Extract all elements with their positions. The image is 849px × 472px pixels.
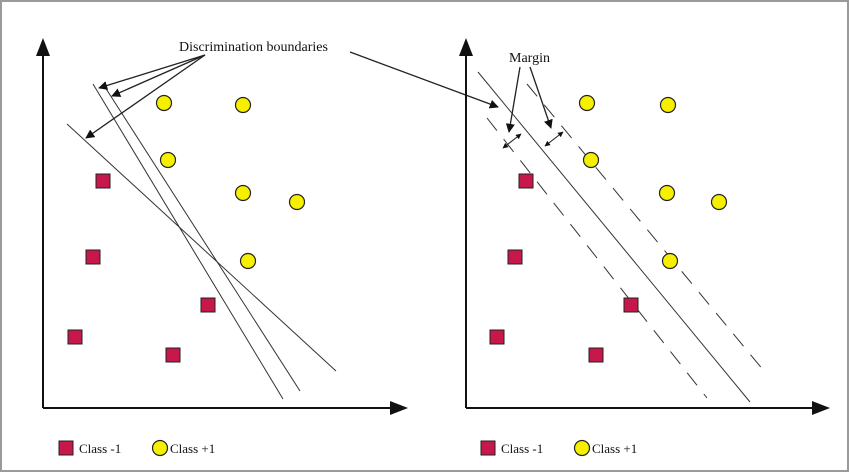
point-class-pos: [661, 252, 679, 270]
point-class-pos: [155, 94, 173, 112]
point-class-pos: [578, 94, 596, 112]
boundary-line-1: [92, 83, 284, 400]
point-class-pos: [582, 151, 600, 169]
point-class-neg: [95, 173, 111, 189]
discrimination-boundaries-label: Discrimination boundaries: [179, 40, 328, 55]
point-class-neg: [507, 249, 523, 265]
margin-gap-arrow-upper: [544, 131, 564, 147]
point-class-neg: [67, 329, 83, 345]
point-class-pos: [234, 96, 252, 114]
point-class-pos: [288, 193, 306, 211]
left-panel: Class -1 Class +1: [36, 38, 408, 457]
legend-neg-swatch: [58, 440, 74, 456]
margin-arrow-2: [529, 66, 553, 129]
legend-pos-label: Class +1: [170, 441, 215, 456]
boundary-line-3: [66, 123, 337, 372]
point-class-pos: [659, 96, 677, 114]
legend-pos-swatch: [151, 439, 169, 457]
margin-line-upper: [526, 83, 765, 372]
point-class-neg: [165, 347, 181, 363]
boundary-line-2: [102, 83, 301, 392]
point-class-neg: [518, 173, 534, 189]
annotation-arrow-1: [98, 54, 206, 90]
right-x-axis-arrowhead: [812, 401, 830, 415]
margin-label: Margin: [509, 51, 550, 66]
margin-gap-arrow-lower: [502, 133, 522, 149]
left-y-axis-arrowhead: [36, 38, 50, 56]
left-x-axis-arrowhead: [390, 401, 408, 415]
annotation-arrow-2: [111, 54, 206, 97]
point-class-neg: [623, 297, 639, 313]
point-class-neg: [489, 329, 505, 345]
right-panel: Margin Class -1 Class +1: [459, 38, 830, 457]
optimal-boundary: [477, 71, 751, 403]
legend-pos-label: Class +1: [592, 441, 637, 456]
point-class-neg: [588, 347, 604, 363]
right-y-axis-arrowhead: [459, 38, 473, 56]
margin-arrow-1: [505, 66, 521, 133]
legend-neg-swatch: [480, 440, 496, 456]
point-class-neg: [200, 297, 216, 313]
point-class-pos: [710, 193, 728, 211]
point-class-pos: [234, 184, 252, 202]
point-class-neg: [85, 249, 101, 265]
legend-neg-label: Class -1: [79, 441, 121, 456]
legend-pos-swatch: [573, 439, 591, 457]
legend-neg-label: Class -1: [501, 441, 543, 456]
annotation-arrow-3: [85, 54, 206, 139]
point-class-pos: [159, 151, 177, 169]
point-class-pos: [658, 184, 676, 202]
point-class-pos: [239, 252, 257, 270]
annotation-arrow-to-right: [349, 51, 499, 109]
margin-line-lower: [486, 117, 708, 399]
